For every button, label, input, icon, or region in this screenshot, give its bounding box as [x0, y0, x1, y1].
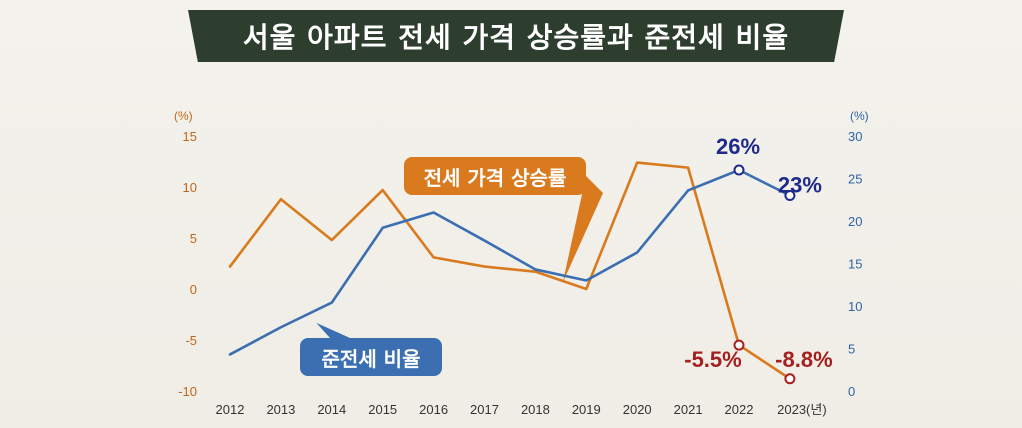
x-axis-ticks: 2012 2013 2014 2015 2016 2017 2018 2019 2020 2021… [216, 402, 827, 417]
right-axis-unit: (%) [850, 109, 869, 123]
left-tick-label: -5 [185, 333, 197, 348]
x-tick-label: 2017 [470, 402, 499, 417]
x-tick-label: 2021 [674, 402, 703, 417]
value-annotation-label: -8.8% [775, 347, 832, 372]
x-tick-label: 2023(년) [777, 402, 827, 417]
left-tick-label: 15 [183, 129, 197, 144]
highlight-point-marker [784, 373, 796, 385]
x-tick-label: 2014 [317, 402, 346, 417]
series-line-semi-jeonse-ratio [228, 168, 792, 356]
blue-callout-pointer [316, 322, 350, 338]
right-tick-label: 30 [848, 129, 862, 144]
x-tick-label: 2016 [419, 402, 448, 417]
x-tick-label: 2022 [725, 402, 754, 417]
x-tick-label: 2020 [623, 402, 652, 417]
orange-callout-pointer [562, 176, 603, 283]
left-axis-unit: (%) [174, 109, 193, 123]
value-annotation-label: 23% [778, 173, 822, 198]
highlight-point-marker [733, 164, 745, 176]
left-axis-ticks: 15 10 5 0 -5 -10 [178, 129, 197, 399]
right-tick-label: 0 [848, 384, 855, 399]
series-lines [228, 161, 792, 381]
right-tick-label: 25 [848, 172, 862, 187]
left-tick-label: 0 [190, 282, 197, 297]
right-tick-label: 5 [848, 342, 855, 357]
right-tick-label: 20 [848, 214, 862, 229]
right-tick-label: 15 [848, 257, 862, 272]
x-tick-label: 2019 [572, 402, 601, 417]
x-tick-label: 2015 [368, 402, 397, 417]
left-tick-label: 10 [183, 180, 197, 195]
highlight-point-marker [733, 339, 745, 351]
value-annotation-label: -5.5% [684, 347, 741, 372]
highlight-point-marker [784, 190, 796, 201]
left-tick-label: 5 [190, 231, 197, 246]
legend-callout-semi-jeonse-ratio: 준전세 비율 [300, 338, 442, 376]
callout-pointers [316, 176, 603, 338]
right-axis-ticks: 30 25 20 15 10 5 0 [848, 129, 862, 399]
chart-title: 서울 아파트 전세 가격 상승률과 준전세 비율 [242, 21, 790, 54]
value-annotations: 26% 23% -5.5% -8.8% [684, 134, 832, 372]
highlight-markers [733, 164, 796, 385]
right-tick-label: 10 [848, 299, 862, 314]
x-tick-label: 2018 [521, 402, 550, 417]
x-tick-label: 2012 [216, 402, 245, 417]
series-line-jeonse-rate [228, 161, 792, 381]
x-tick-label: 2013 [266, 402, 295, 417]
legend-callout-jeonse-rate: 전세 가격 상승률 [404, 157, 586, 195]
chart-title-banner: 서울 아파트 전세 가격 상승률과 준전세 비율 [188, 10, 844, 62]
value-annotation-label: 26% [716, 134, 760, 159]
left-tick-label: -10 [178, 384, 197, 399]
